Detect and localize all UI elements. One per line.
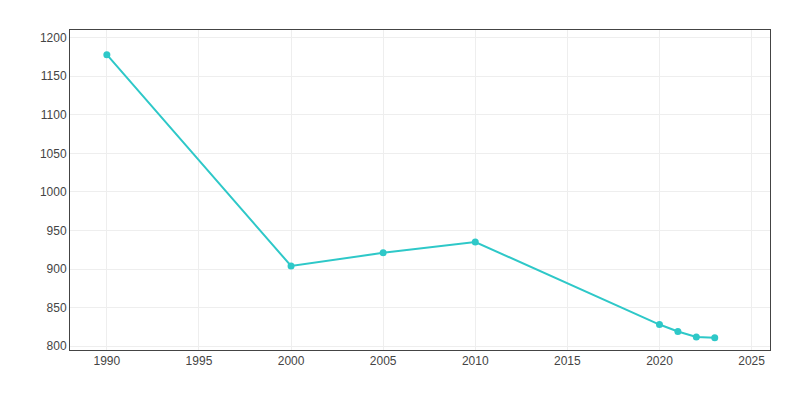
svg-text:2020: 2020: [646, 354, 673, 368]
svg-text:2000: 2000: [278, 354, 305, 368]
svg-text:2025: 2025: [738, 354, 765, 368]
svg-text:1995: 1995: [186, 354, 213, 368]
svg-text:1990: 1990: [93, 354, 120, 368]
svg-text:2005: 2005: [370, 354, 397, 368]
svg-text:1100: 1100: [41, 108, 67, 122]
svg-text:1200: 1200: [40, 31, 67, 45]
svg-text:950: 950: [47, 224, 67, 238]
svg-text:2010: 2010: [462, 354, 489, 368]
svg-text:850: 850: [47, 301, 67, 315]
svg-text:800: 800: [47, 339, 67, 353]
svg-text:1050: 1050: [40, 147, 67, 161]
svg-text:900: 900: [47, 262, 67, 276]
svg-text:1150: 1150: [41, 69, 67, 83]
svg-text:1000: 1000: [40, 185, 67, 199]
svg-text:2015: 2015: [554, 354, 581, 368]
